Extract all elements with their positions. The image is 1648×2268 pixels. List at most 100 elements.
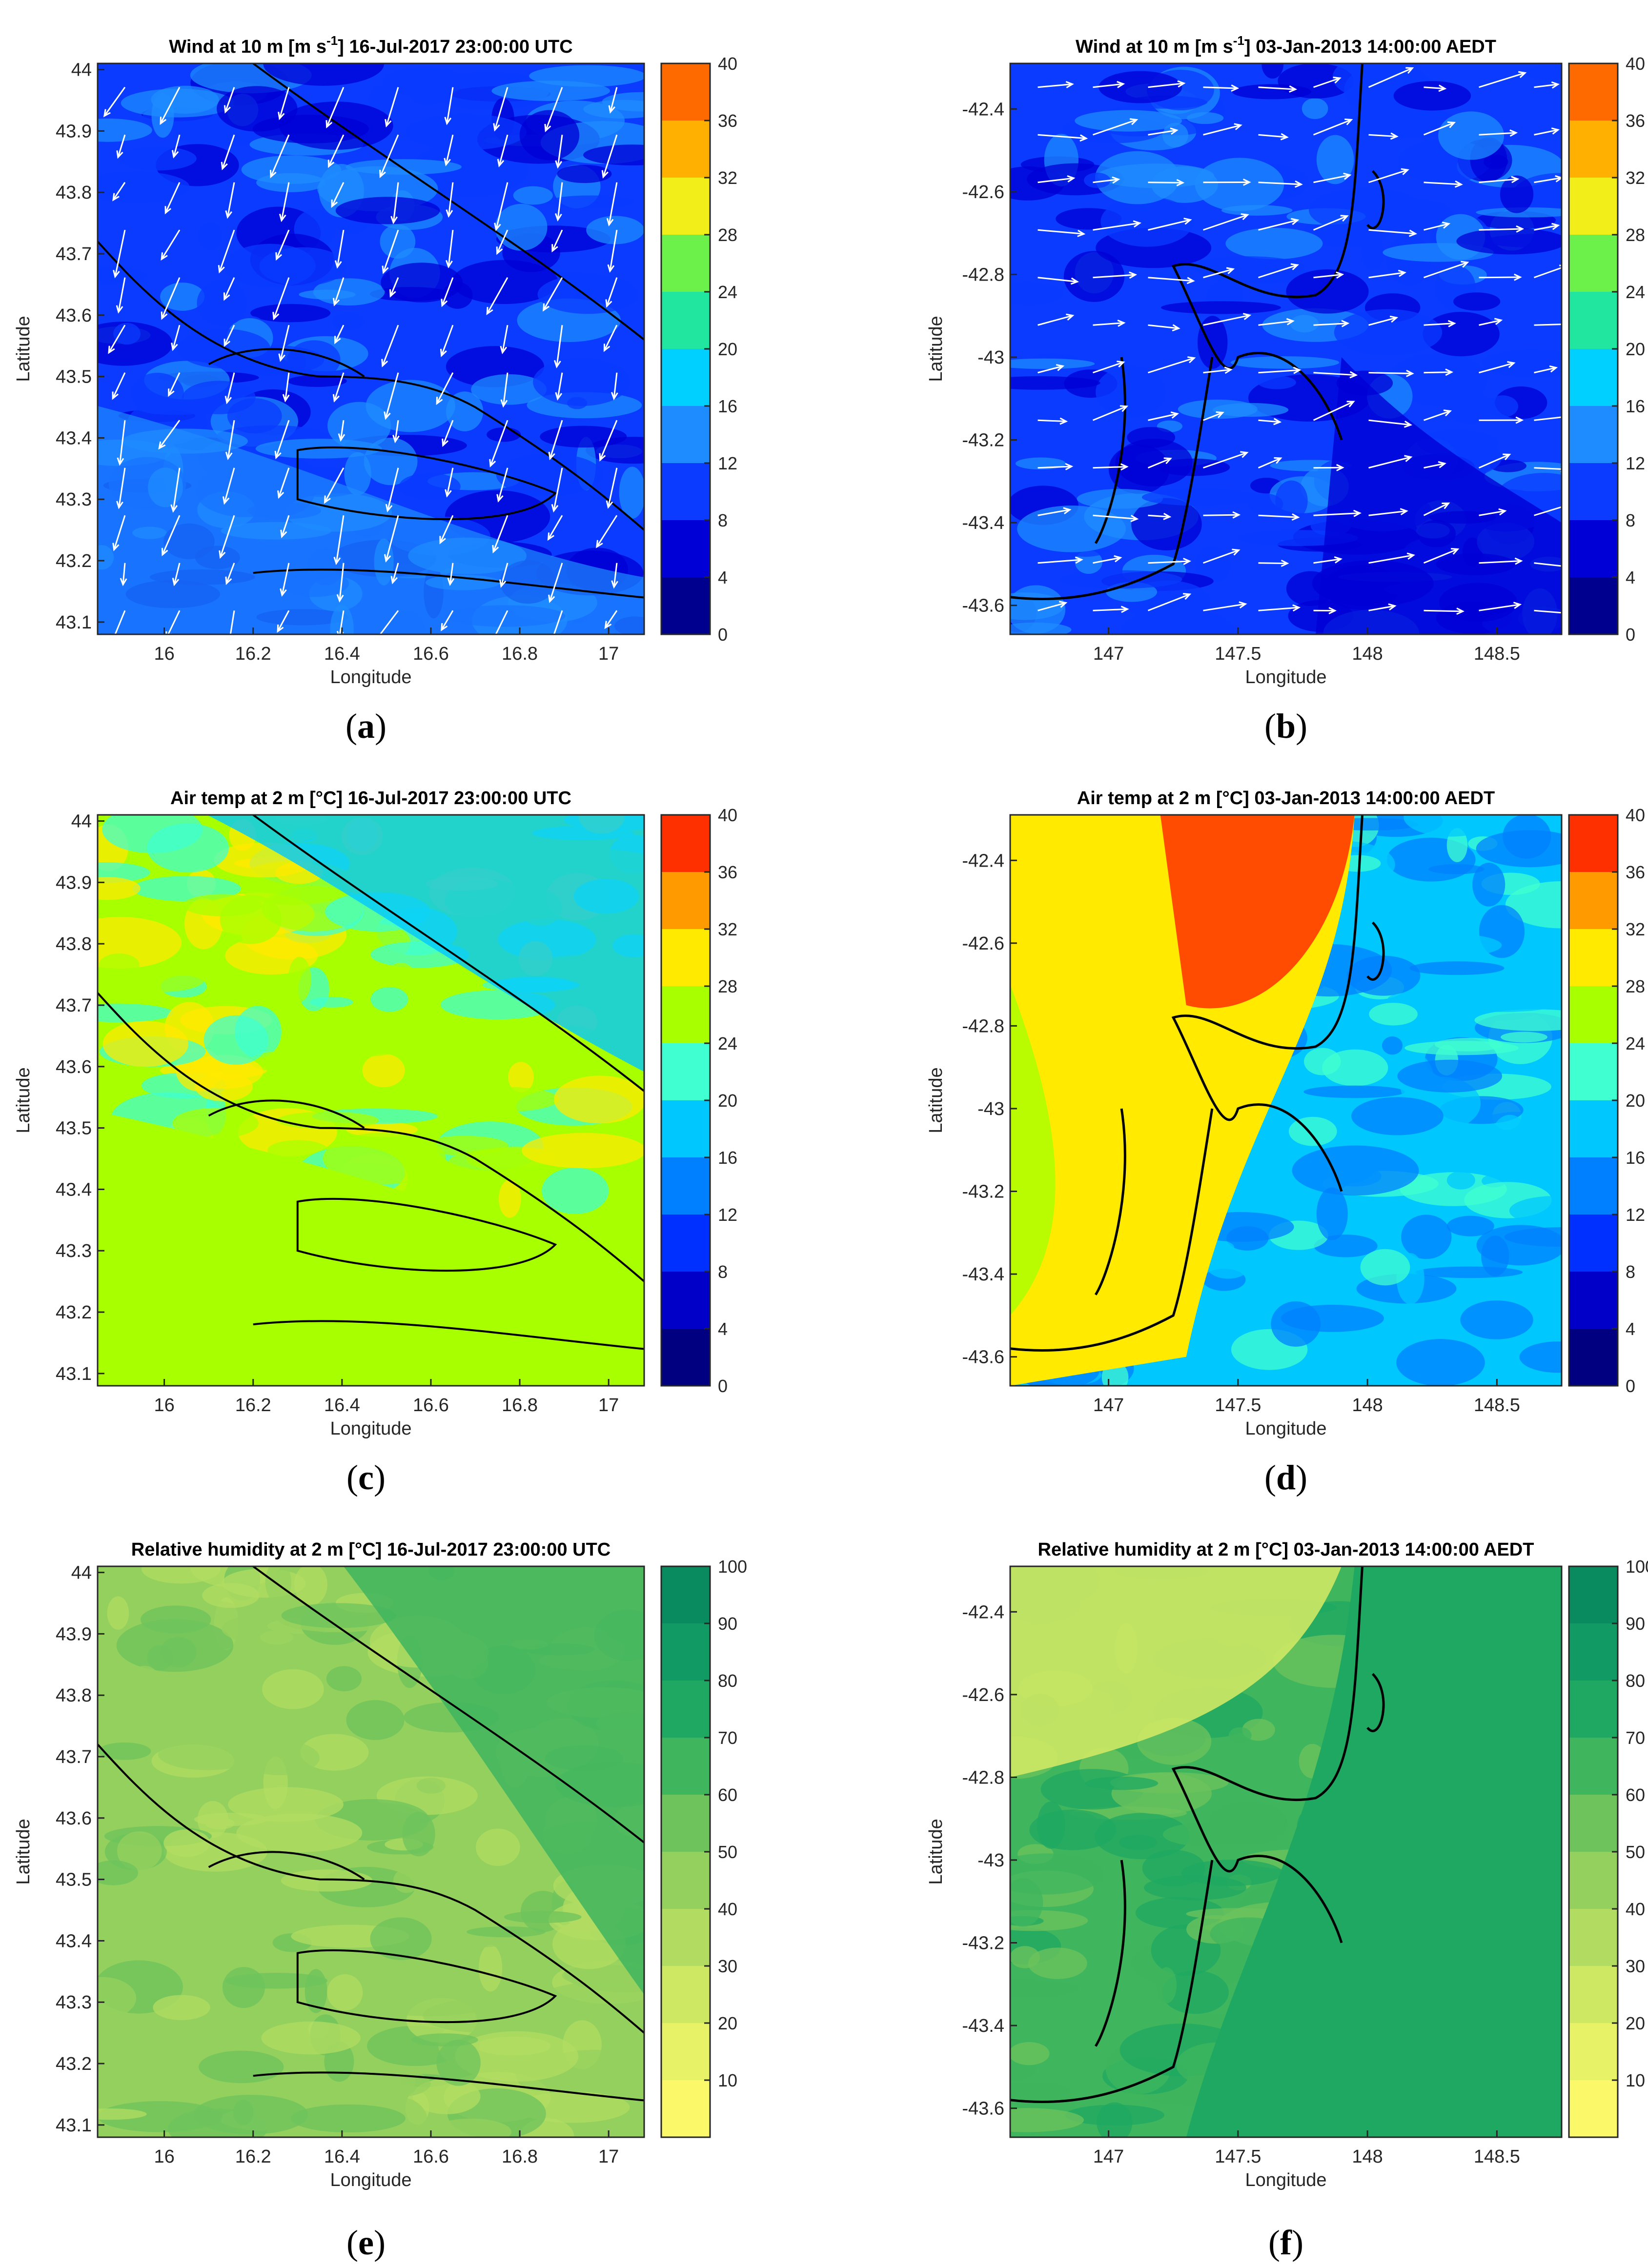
field-blob xyxy=(1382,1036,1403,1055)
x-tick-label: 16.2 xyxy=(235,1395,271,1416)
wind-arrow xyxy=(118,467,126,508)
colorbar-tick-label: 4 xyxy=(1626,567,1635,587)
wind-arrows xyxy=(103,86,618,645)
wind-arrow-head xyxy=(551,244,558,253)
field-blob xyxy=(1263,1261,1376,1289)
field-blob xyxy=(1010,358,1095,369)
wind-arrow-head xyxy=(599,453,606,462)
wind-arrow xyxy=(386,87,399,126)
wind-arrow xyxy=(1424,86,1445,90)
field-blob xyxy=(309,996,354,1008)
wind-arrow-head xyxy=(384,411,391,420)
wind-arrow xyxy=(608,182,618,225)
wind-arrow-head xyxy=(607,264,615,273)
wind-arrow-head xyxy=(1273,418,1282,425)
wind-arrow-head xyxy=(1294,180,1303,188)
field-blob xyxy=(1099,71,1182,103)
x-tick-label: 17 xyxy=(598,2146,619,2167)
wind-arrow-head xyxy=(334,260,342,269)
wind-arrow xyxy=(1368,456,1411,469)
wind-arrow-head xyxy=(606,500,613,509)
colorbar: 0 4 8 12 16 20 24 28 32 36 40 xyxy=(1568,805,1645,1396)
y-tick-label: -42.8 xyxy=(962,1767,1004,1788)
wind-arrow-head xyxy=(161,252,168,261)
colorbar-tick-label: 100 xyxy=(1626,1557,1648,1577)
field-blob xyxy=(1010,2108,1084,2132)
wind-arrow xyxy=(122,563,126,585)
sea-region xyxy=(98,1112,644,1386)
wind-arrow-head xyxy=(1114,555,1122,563)
colorbar-swatch xyxy=(1569,292,1618,349)
wind-arrow-head xyxy=(441,299,448,307)
wind-arrow xyxy=(1313,372,1356,376)
field-blob xyxy=(1446,1171,1475,1190)
y-tick-label: -43.2 xyxy=(962,1933,1004,1954)
colorbar-swatch xyxy=(1569,2080,1618,2137)
field-blob xyxy=(1010,622,1072,634)
wind-arrow-head xyxy=(1555,175,1562,182)
wind-arrow xyxy=(1202,549,1239,564)
wind-arrow xyxy=(1038,177,1074,183)
field-blob xyxy=(416,1778,446,1794)
y-tick-label: -43 xyxy=(977,347,1004,368)
colorbar-tick-label: 4 xyxy=(718,567,728,587)
wind-arrow xyxy=(1313,512,1360,516)
colorbar-tick-label: 20 xyxy=(1626,2013,1645,2033)
wind-arrow-head xyxy=(608,105,615,114)
wind-arrow-head xyxy=(219,550,226,559)
wind-arrow xyxy=(112,182,126,201)
wind-arrow xyxy=(494,87,509,130)
colorbar-swatch xyxy=(1569,815,1618,872)
field-blob xyxy=(495,203,548,251)
wind-arrow-head xyxy=(1514,273,1522,281)
field-blob xyxy=(1085,1776,1159,1790)
wind-arrow-head xyxy=(1346,401,1355,407)
field-blob xyxy=(362,1053,405,1088)
wind-arrow-head xyxy=(390,576,398,585)
colorbar-tick-label: 8 xyxy=(1626,1262,1635,1282)
x-tick-label: 147 xyxy=(1093,644,1124,664)
y-tick-label: 43.6 xyxy=(56,1808,92,1829)
x-tick-label: 16 xyxy=(154,644,174,664)
wind-arrow xyxy=(1534,367,1557,374)
wind-arrow-head xyxy=(1498,508,1507,516)
field-blob xyxy=(1495,952,1527,992)
wind-arrow-head xyxy=(161,311,168,320)
field-blob xyxy=(197,222,222,250)
y-tick-label: -42.6 xyxy=(962,1685,1004,1705)
field-blob xyxy=(436,2040,481,2086)
wind-arrow-head xyxy=(1292,604,1301,612)
colorbar-swatch xyxy=(1569,1909,1618,1966)
wind-arrow-head xyxy=(1120,606,1129,613)
wind-arrow-head xyxy=(490,638,496,645)
colorbar-swatch xyxy=(661,178,710,235)
colorbar-tick-label: 20 xyxy=(1626,339,1645,359)
field-blob xyxy=(476,1828,520,1866)
y-tick-label: 43.8 xyxy=(56,1685,92,1706)
field-blob xyxy=(327,1974,363,2011)
field-blob xyxy=(1360,902,1425,946)
field-blob xyxy=(1181,1860,1283,1886)
y-tick-label: -43 xyxy=(977,1850,1004,1871)
wind-arrow-head xyxy=(1409,229,1418,237)
field-blob xyxy=(1334,309,1443,356)
colorbar-swatch xyxy=(1569,577,1618,634)
field-blob xyxy=(183,894,262,916)
field-blob xyxy=(172,1108,259,1139)
axes-frame xyxy=(1009,1565,1563,2138)
colorbar-swatch xyxy=(661,815,710,872)
island-hvar xyxy=(253,2071,644,2102)
wind-arrow xyxy=(164,182,181,213)
y-tick-label: 43.2 xyxy=(56,551,92,571)
wind-arrow-head xyxy=(446,260,453,269)
wind-arrow-head xyxy=(389,289,396,298)
wind-arrow xyxy=(1203,368,1231,374)
wind-arrow-head xyxy=(1513,602,1522,609)
colorbar-tick-label: 50 xyxy=(1626,1842,1645,1862)
wind-arrow xyxy=(224,87,235,113)
wind-arrow xyxy=(502,324,509,353)
field-blob xyxy=(1491,1114,1528,1160)
coastline xyxy=(252,815,644,1092)
land-hot xyxy=(1160,815,1355,1009)
wind-arrow-head xyxy=(1289,85,1298,93)
